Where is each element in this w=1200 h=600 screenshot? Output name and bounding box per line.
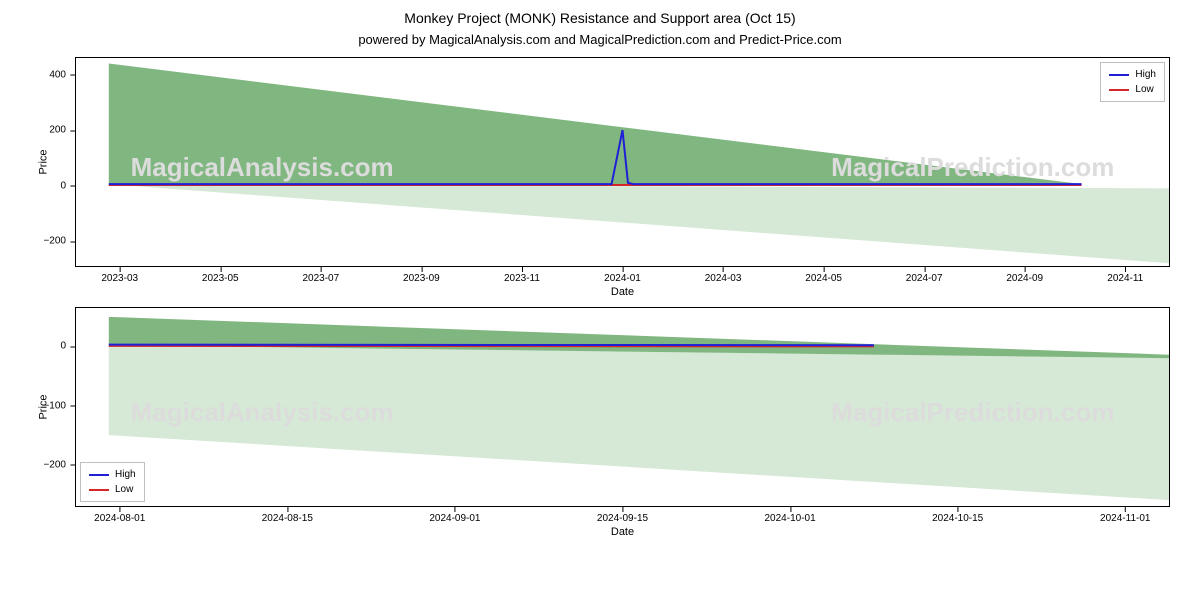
legend-item-low: Low xyxy=(89,482,136,497)
xtick: 2023-09 xyxy=(403,273,440,284)
xlabel-top: Date xyxy=(611,286,634,298)
ytick: 200 xyxy=(49,125,66,136)
legend-item-low: Low xyxy=(1109,82,1156,97)
plot-area-top xyxy=(76,58,1169,266)
xtick: 2024-08-01 xyxy=(94,513,145,524)
xtick: 2024-11 xyxy=(1107,273,1143,284)
legend-item-high: High xyxy=(89,467,136,482)
xtick: 2024-11-01 xyxy=(1100,513,1150,524)
xtick: 2024-03 xyxy=(705,273,742,284)
legend-swatch-high xyxy=(89,474,109,476)
legend-label-high: High xyxy=(1135,67,1156,82)
xtick: 2023-11 xyxy=(504,273,540,284)
xtick: 2024-05 xyxy=(805,273,842,284)
legend-label-high: High xyxy=(115,467,136,482)
chart-subtitle: powered by MagicalAnalysis.com and Magic… xyxy=(20,32,1180,47)
legend-swatch-low xyxy=(1109,89,1129,91)
chart-bottom: Price Date MagicalAnalysis.com MagicalPr… xyxy=(75,307,1170,507)
ylabel-top: Price xyxy=(38,149,50,174)
xtick: 2024-07 xyxy=(906,273,943,284)
chart-title: Monkey Project (MONK) Resistance and Sup… xyxy=(20,10,1180,26)
chart-top: Price Date MagicalAnalysis.com MagicalPr… xyxy=(75,57,1170,267)
plot-area-bottom xyxy=(76,308,1169,506)
legend-top: High Low xyxy=(1100,62,1165,102)
ytick: 400 xyxy=(49,69,66,80)
legend-label-low: Low xyxy=(1135,82,1153,97)
legend-label-low: Low xyxy=(115,482,133,497)
ytick: 0 xyxy=(60,341,66,352)
legend-swatch-high xyxy=(1109,74,1129,76)
xtick: 2023-03 xyxy=(101,273,138,284)
xtick: 2024-09 xyxy=(1006,273,1043,284)
figure-container: Monkey Project (MONK) Resistance and Sup… xyxy=(0,0,1200,600)
legend-swatch-low xyxy=(89,489,109,491)
xlabel-bottom: Date xyxy=(611,526,634,538)
legend-item-high: High xyxy=(1109,67,1156,82)
ytick: −200 xyxy=(43,459,66,470)
ytick: −200 xyxy=(43,236,66,247)
xtick: 2024-10-01 xyxy=(765,513,816,524)
ytick: −100 xyxy=(43,400,66,411)
xtick: 2024-08-15 xyxy=(262,513,313,524)
legend-bottom: High Low xyxy=(80,462,145,502)
xtick: 2024-01 xyxy=(604,273,641,284)
xtick: 2023-05 xyxy=(202,273,239,284)
xtick: 2024-09-01 xyxy=(429,513,480,524)
ytick: 0 xyxy=(60,180,66,191)
xtick: 2024-09-15 xyxy=(597,513,648,524)
xtick: 2023-07 xyxy=(302,273,339,284)
xtick: 2024-10-15 xyxy=(932,513,983,524)
